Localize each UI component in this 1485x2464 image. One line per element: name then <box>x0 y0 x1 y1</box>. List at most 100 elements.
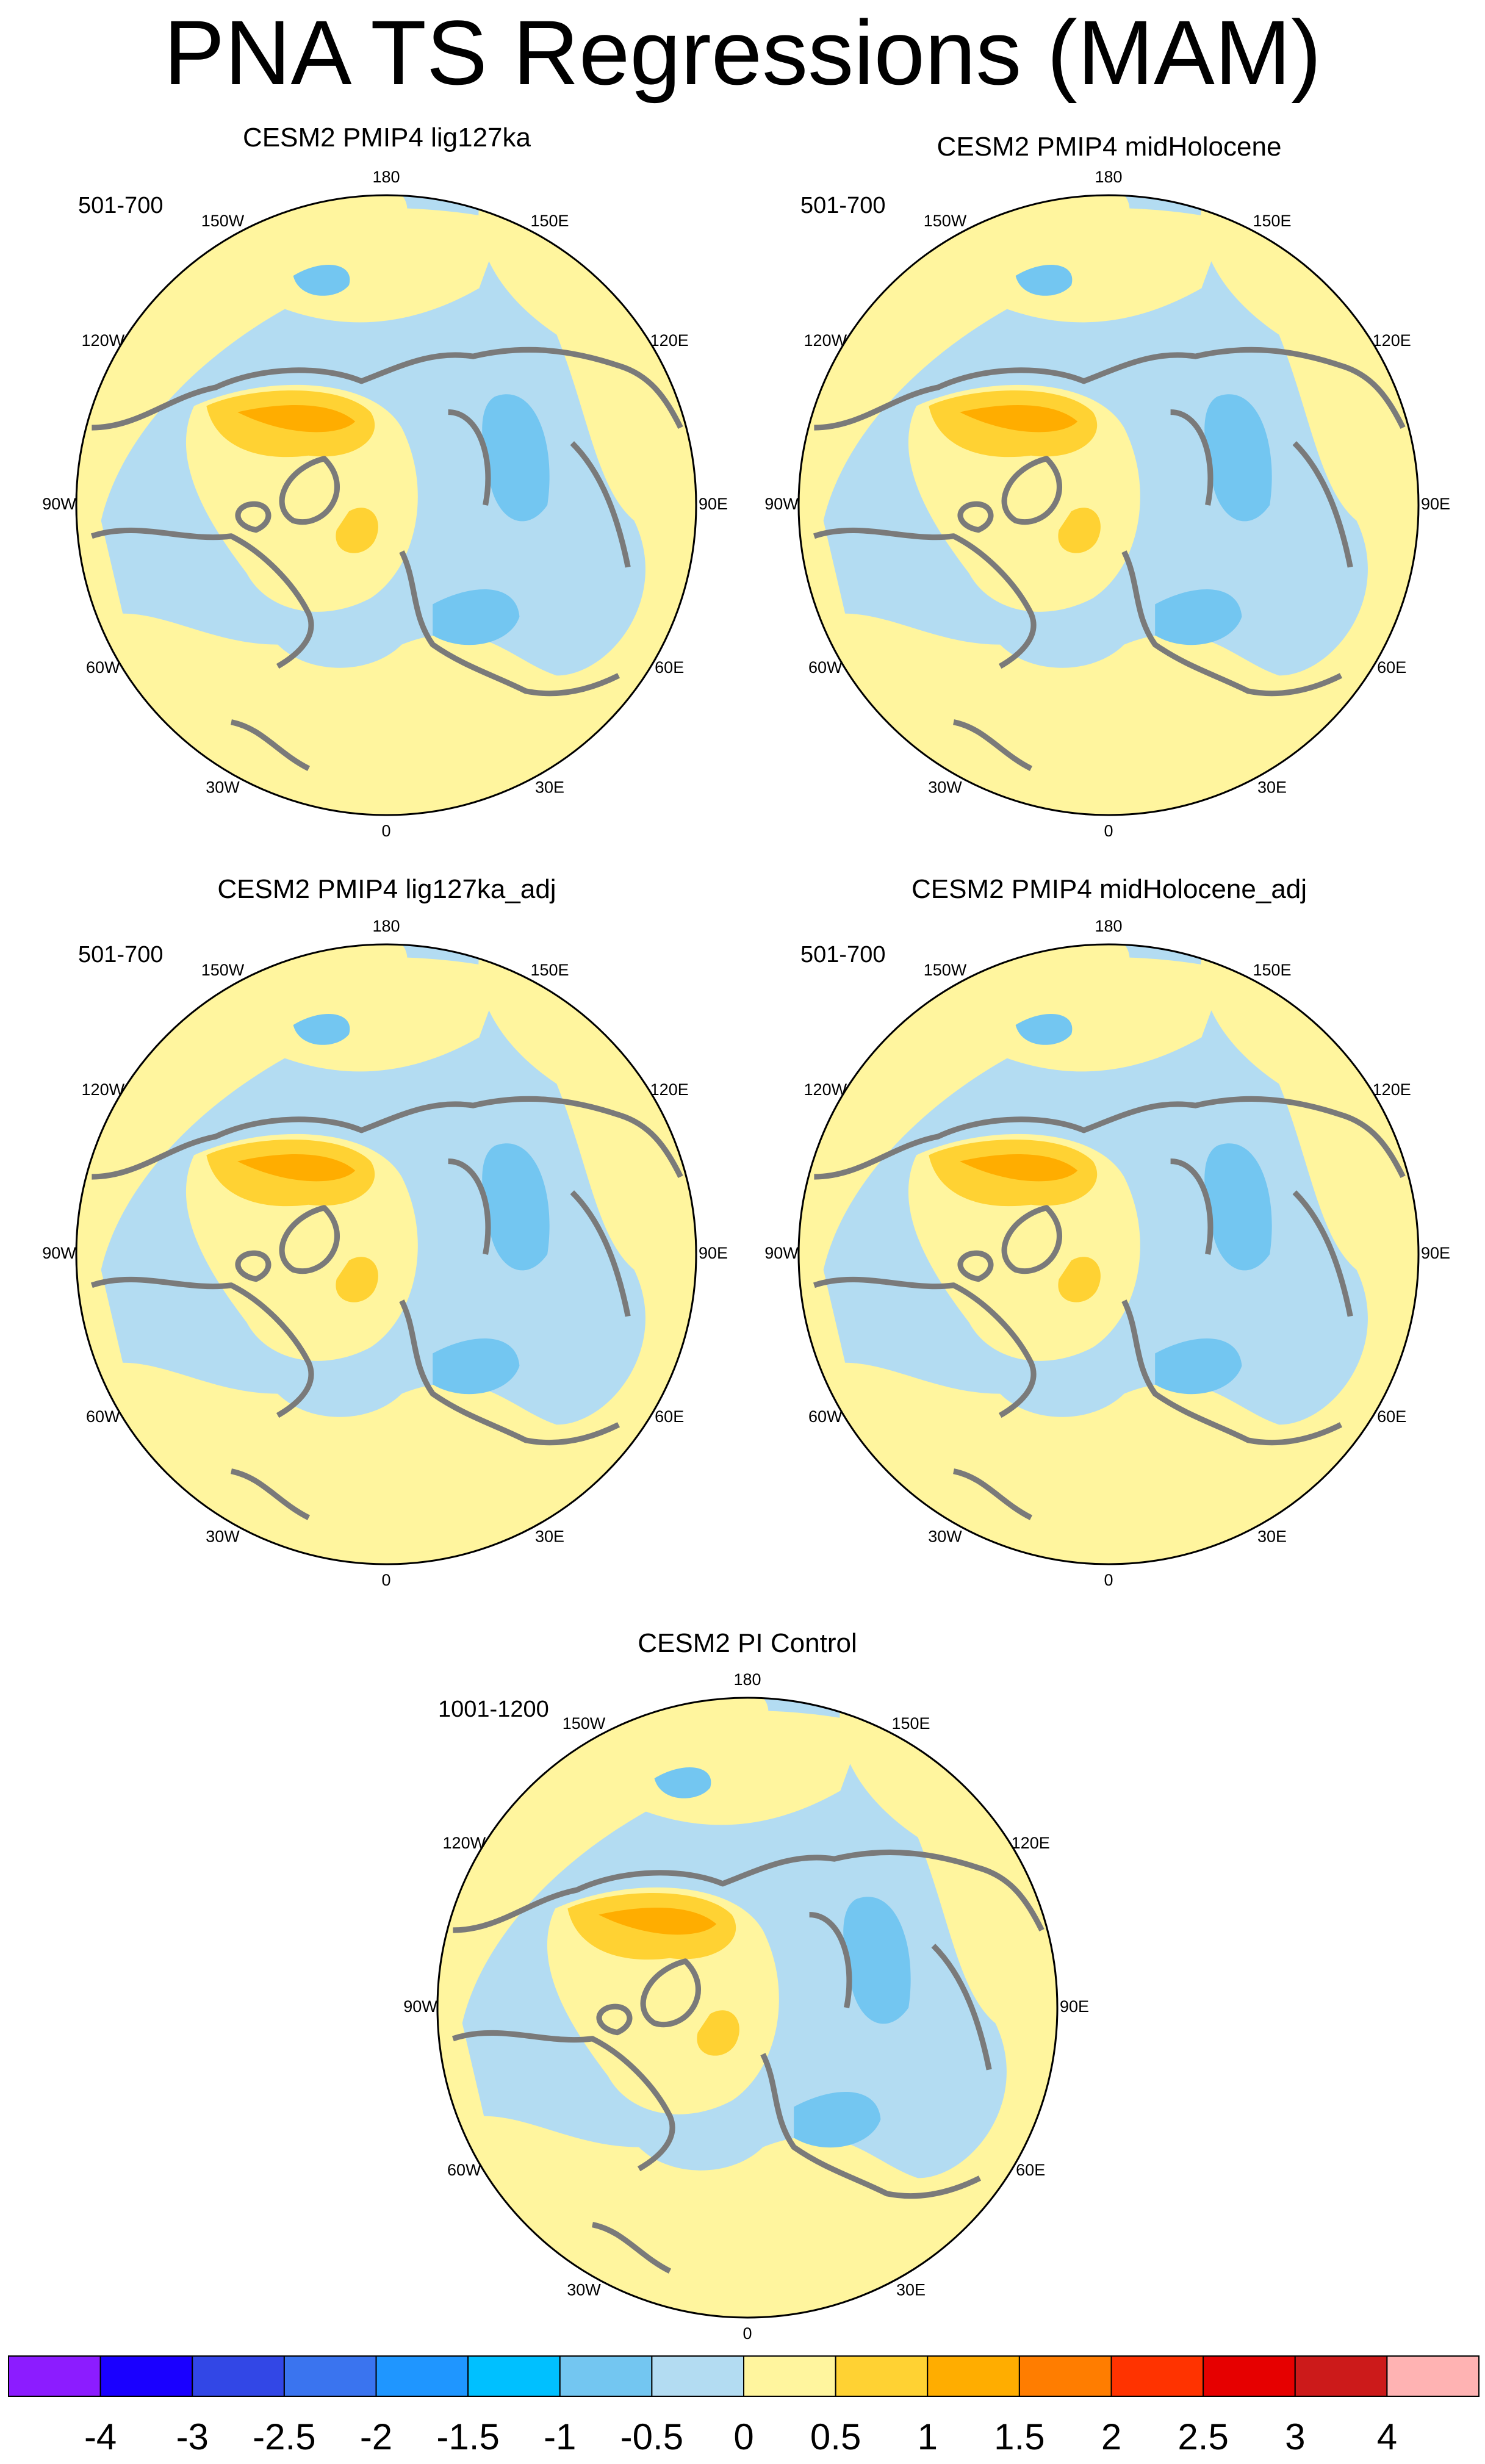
coastline <box>596 2003 633 2036</box>
asia-negative-core <box>1204 1143 1272 1271</box>
pacific-negative-core <box>654 1767 711 1798</box>
map-field-lig127ka <box>76 195 696 815</box>
coastline <box>231 719 311 771</box>
greenland-positive-core <box>1058 1257 1101 1302</box>
coastline <box>953 1468 1033 1520</box>
longitude-label: 0 <box>743 2324 752 2343</box>
longitude-label: 180 <box>372 168 400 186</box>
coastline <box>814 1096 1406 1180</box>
map-panel-lig127ka <box>75 194 697 816</box>
longitude-label: 120W <box>804 1080 847 1099</box>
map-border-pi-control <box>436 1697 1059 2319</box>
colorbar-tick-label: 2 <box>1101 2416 1122 2457</box>
colorbar-tick-label: -1 <box>544 2416 577 2457</box>
positive-core-level2 <box>960 404 1078 433</box>
coastline <box>957 1250 994 1282</box>
longitude-label: 60W <box>808 1407 843 1426</box>
colorbar-swatch <box>835 2355 929 2397</box>
colorbar-swatch <box>283 2355 377 2397</box>
longitude-label: 0 <box>381 1571 390 1589</box>
coastline <box>1001 1205 1062 1274</box>
longitude-label: 120E <box>1012 1834 1050 1852</box>
longitude-label: 90W <box>764 495 799 513</box>
map-border-lig127ka-adj <box>75 943 697 1565</box>
coastline <box>231 1468 311 1520</box>
panel-period-pi-control: 1001-1200 <box>438 1697 549 1722</box>
coastline <box>809 1912 852 2008</box>
map-field-pi-control <box>437 1698 1057 2318</box>
coastline <box>1170 409 1214 506</box>
asia-negative-core <box>482 394 550 522</box>
colorbar-tick-label: -3 <box>176 2416 209 2457</box>
longitude-label: 180 <box>733 1670 761 1689</box>
longitude-label: 90W <box>42 1244 76 1262</box>
coastline <box>570 1190 631 1317</box>
map-panel-midholocene-adj <box>797 943 1420 1565</box>
map-panel-lig127ka-adj <box>75 943 697 1565</box>
pacific-positive-region <box>200 207 505 323</box>
pacific-positive-region <box>561 1710 866 1825</box>
colorbar-swatch <box>651 2355 744 2397</box>
longitude-label: 90E <box>699 495 728 513</box>
positive-core-level2 <box>237 404 356 433</box>
europe-negative-core <box>433 1338 520 1395</box>
longitude-label: 90W <box>764 1244 799 1262</box>
europe-negative-core <box>1155 1338 1242 1395</box>
coastline <box>957 501 994 533</box>
coastline <box>448 409 491 506</box>
colorbar-swatch <box>1018 2355 1112 2397</box>
panel-title-lig127ka-adj: CESM2 PMIP4 lig127ka_adj <box>217 874 556 904</box>
colorbar-tick-label: 0.5 <box>810 2416 861 2457</box>
coastline <box>1001 456 1062 525</box>
longitude-label: 30E <box>535 1527 564 1545</box>
coastline <box>1121 1299 1343 1446</box>
asia-negative-core <box>482 1143 550 1271</box>
greenland-positive-core <box>1058 508 1101 553</box>
colorbar-tick-label: 3 <box>1285 2416 1306 2457</box>
longitude-label: 150W <box>924 961 967 979</box>
longitude-label: 150W <box>201 212 245 230</box>
pacific-negative-core <box>293 1014 350 1045</box>
coastline <box>814 347 1406 431</box>
longitude-label: 30W <box>206 1527 240 1545</box>
longitude-label: 90E <box>1421 1244 1450 1262</box>
colorbar-swatch <box>192 2355 285 2397</box>
longitude-label: 150E <box>530 961 569 979</box>
colorbar-swatch <box>1386 2355 1480 2397</box>
coastline <box>92 347 683 431</box>
panel-title-pi-control: CESM2 PI Control <box>638 1628 857 1658</box>
longitude-label: 60W <box>86 1407 120 1426</box>
map-border-midholocene-adj <box>797 943 1420 1565</box>
pacific-positive-region <box>922 957 1227 1072</box>
coastline <box>235 1250 271 1282</box>
pacific-negative-core <box>1015 265 1073 296</box>
colorbar-swatch <box>559 2355 653 2397</box>
coastline <box>90 1276 314 1418</box>
positive-core-level2 <box>960 1154 1078 1182</box>
coastline <box>813 527 1037 669</box>
colorbar-swatch <box>1294 2355 1388 2397</box>
longitude-label: 90W <box>403 1997 437 2016</box>
colorbar-tick-label: -2 <box>359 2416 393 2457</box>
colorbar-tick-label: 0 <box>733 2416 754 2457</box>
longitude-label: 150E <box>1253 212 1291 230</box>
longitude-label: 60W <box>447 2161 481 2179</box>
asia-negative-core <box>1204 394 1272 522</box>
pacific-positive-region <box>200 957 505 1072</box>
longitude-label: 60E <box>1377 658 1406 677</box>
coastline <box>235 501 271 533</box>
panel-period-lig127ka: 501-700 <box>78 193 164 218</box>
coastline <box>399 1299 620 1446</box>
colorbar-swatch <box>743 2355 836 2397</box>
colorbar-swatch <box>99 2355 193 2397</box>
panel-title-midholocene: CESM2 PMIP4 midHolocene <box>937 132 1282 162</box>
longitude-label: 120E <box>650 1080 689 1099</box>
longitude-label: 120E <box>650 331 689 350</box>
map-field-midholocene-adj <box>799 944 1418 1564</box>
colorbar-tick-label: 4 <box>1376 2416 1398 2457</box>
coastline <box>1292 441 1353 568</box>
colorbar-swatch <box>467 2355 561 2397</box>
coastline <box>760 2053 982 2199</box>
asia-negative-core <box>843 1897 911 2024</box>
